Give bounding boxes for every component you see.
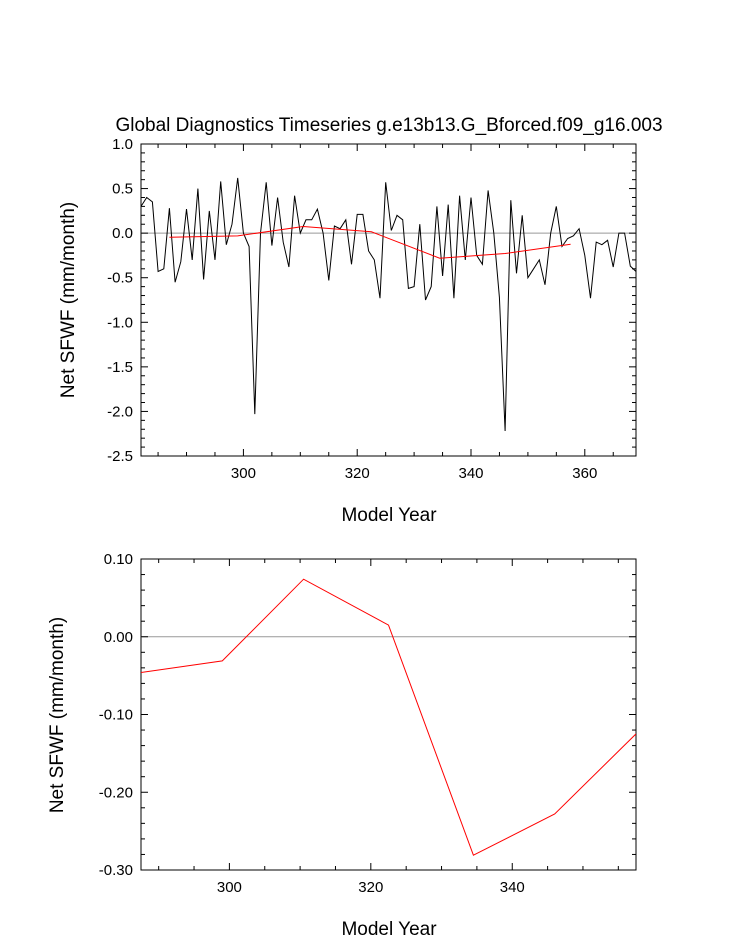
panel-2-y-tick-label: 0.00	[104, 629, 133, 646]
panel-1-y-tick-label: 1.0	[112, 136, 133, 153]
panel-1-y-tick-label: -0.5	[107, 270, 133, 287]
panel-2-x-tick-label: 340	[500, 879, 525, 896]
x-axis-label-2: Model Year	[341, 919, 437, 940]
panel-2-y-tick-label: 0.10	[104, 551, 133, 568]
panel-2-y-tick-label: -0.30	[99, 862, 133, 879]
y-axis-label: Net SFWF (mm/month)	[58, 202, 79, 398]
panel-1-frame	[140, 143, 637, 457]
panel-1-x-tick-label: 360	[572, 465, 597, 482]
panel-1-series-line-0	[141, 177, 636, 432]
panel-2-series-line-0	[141, 578, 636, 856]
panel-1-x-tick-label: 320	[345, 465, 370, 482]
panel-1-x-tick-label: 300	[231, 465, 256, 482]
panel-2-y-tick-label: -0.20	[99, 784, 133, 801]
y-axis-label-2: Net SFWF (mm/month)	[47, 617, 68, 813]
panel-2-y-tick-label: -0.10	[99, 707, 133, 724]
panel-2-x-tick-label: 320	[358, 879, 383, 896]
panel-1-series-line-1	[169, 225, 571, 259]
panel-1-y-tick-label: -2.0	[107, 403, 133, 420]
panel-1-y-tick-label: 0.5	[112, 181, 133, 198]
panel-1-y-tick-label: -1.0	[107, 314, 133, 331]
panel-1-x-tick-label: 340	[458, 465, 483, 482]
panel-1-y-tick-label: -2.5	[107, 448, 133, 465]
panel-2-frame	[140, 558, 637, 871]
x-axis-label: Model Year	[341, 505, 437, 526]
panel-1-y-tick-label: 0.0	[112, 225, 133, 242]
panel-1-y-tick-label: -1.5	[107, 359, 133, 376]
panel-2-x-tick-label: 300	[217, 879, 242, 896]
chart-title: Global Diagnostics Timeseries g.e13b13.G…	[115, 115, 662, 136]
